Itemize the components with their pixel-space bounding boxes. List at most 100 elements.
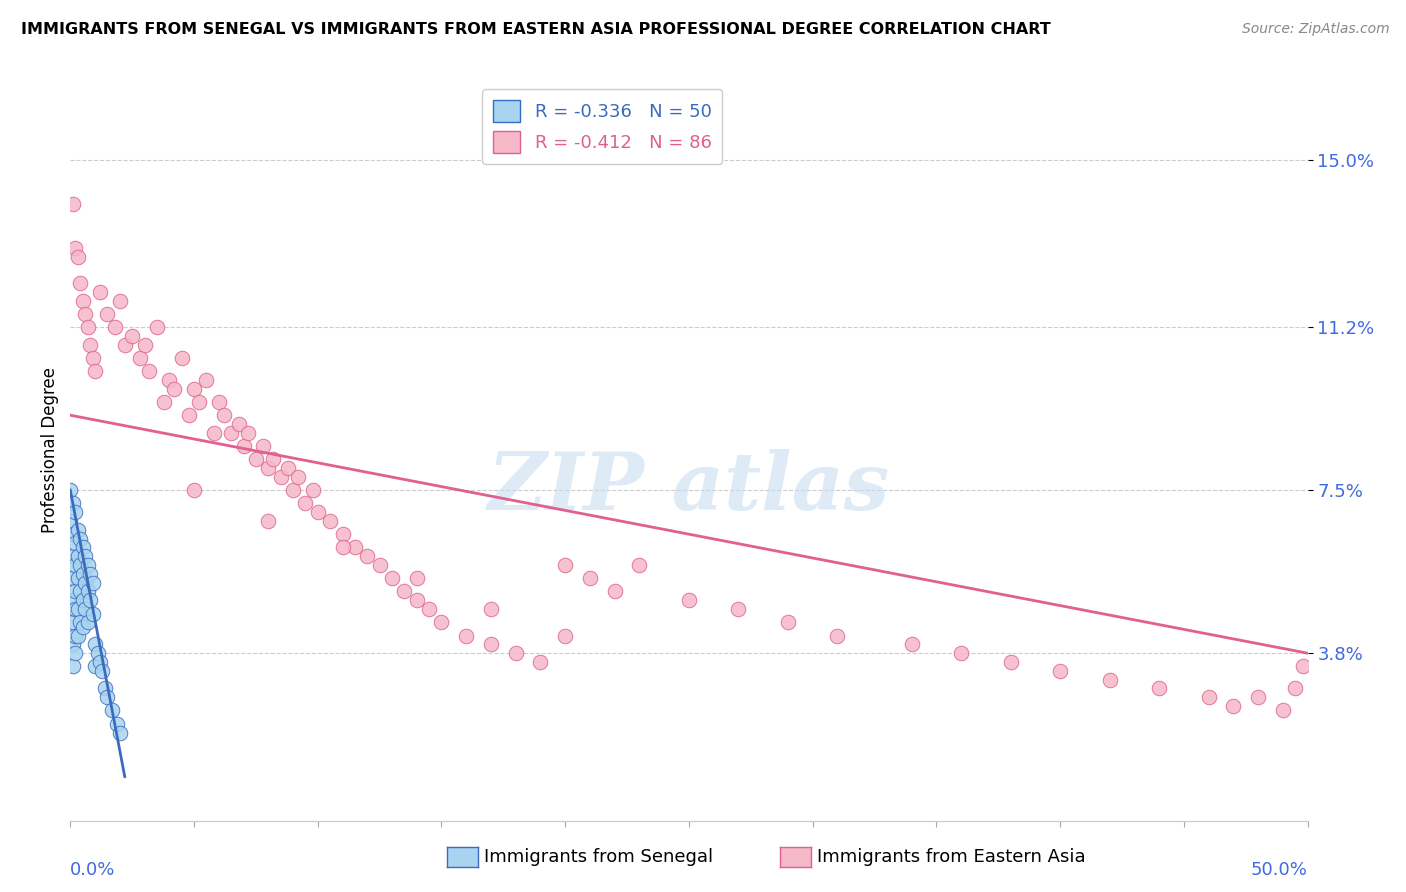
- Point: [65, 628, 87, 642]
- Point: [114, 337, 136, 351]
- Point: [62, 571, 84, 585]
- Point: [91, 664, 114, 678]
- Point: [219, 425, 242, 440]
- Point: [146, 320, 169, 334]
- Point: [79, 593, 101, 607]
- Point: [96, 307, 118, 321]
- Point: [1291, 659, 1313, 673]
- Point: [128, 351, 150, 365]
- Point: [195, 373, 218, 387]
- Point: [529, 655, 551, 669]
- Point: [827, 628, 849, 642]
- Point: [66, 549, 89, 564]
- Point: [183, 382, 205, 396]
- Point: [75, 549, 97, 564]
- Point: [332, 527, 354, 541]
- Point: [554, 628, 576, 642]
- Point: [69, 558, 91, 572]
- Point: [727, 602, 749, 616]
- Point: [1198, 690, 1220, 705]
- Point: [479, 602, 502, 616]
- Point: [65, 558, 87, 572]
- Point: [1049, 664, 1071, 678]
- Point: [287, 470, 309, 484]
- Point: [84, 637, 107, 651]
- Point: [84, 364, 107, 378]
- Point: [62, 637, 84, 651]
- Point: [75, 575, 97, 590]
- Point: [65, 602, 87, 616]
- Point: [72, 566, 94, 581]
- Point: [59, 514, 82, 528]
- Point: [368, 558, 391, 572]
- Point: [65, 646, 87, 660]
- Point: [89, 285, 111, 299]
- Point: [75, 307, 97, 321]
- Point: [79, 566, 101, 581]
- Text: IMMIGRANTS FROM SENEGAL VS IMMIGRANTS FROM EASTERN ASIA PROFESSIONAL DEGREE CORR: IMMIGRANTS FROM SENEGAL VS IMMIGRANTS FR…: [21, 22, 1050, 37]
- Point: [62, 615, 84, 630]
- Point: [62, 593, 84, 607]
- Point: [202, 425, 225, 440]
- Point: [188, 395, 211, 409]
- Point: [69, 615, 91, 630]
- Point: [678, 593, 700, 607]
- Point: [104, 320, 127, 334]
- Y-axis label: Professional Degree: Professional Degree: [41, 368, 59, 533]
- Point: [69, 584, 91, 599]
- Point: [75, 602, 97, 616]
- Point: [96, 690, 118, 705]
- Point: [66, 250, 89, 264]
- Point: [228, 417, 250, 431]
- Point: [76, 558, 98, 572]
- Text: ZIP atlas: ZIP atlas: [488, 449, 890, 526]
- Point: [163, 382, 186, 396]
- Point: [69, 276, 91, 290]
- Point: [138, 364, 160, 378]
- Point: [1000, 655, 1022, 669]
- Point: [84, 659, 107, 673]
- Point: [238, 425, 260, 440]
- Point: [394, 584, 416, 599]
- Point: [356, 549, 378, 564]
- Point: [69, 532, 91, 546]
- Point: [212, 408, 235, 422]
- Point: [105, 716, 128, 731]
- Point: [65, 536, 87, 550]
- Point: [479, 637, 502, 651]
- Point: [900, 637, 922, 651]
- Point: [62, 549, 84, 564]
- Point: [76, 615, 98, 630]
- Point: [62, 496, 84, 510]
- Point: [332, 541, 354, 555]
- Point: [79, 337, 101, 351]
- Point: [62, 527, 84, 541]
- Point: [59, 483, 82, 497]
- Point: [62, 196, 84, 211]
- Point: [405, 593, 427, 607]
- Point: [170, 351, 193, 365]
- Point: [134, 337, 156, 351]
- Legend: R = -0.336   N = 50, R = -0.412   N = 86: R = -0.336 N = 50, R = -0.412 N = 86: [482, 89, 723, 164]
- Point: [232, 439, 254, 453]
- Point: [82, 607, 104, 621]
- Point: [343, 541, 366, 555]
- Point: [262, 452, 284, 467]
- Point: [257, 514, 280, 528]
- Point: [76, 320, 98, 334]
- Point: [1098, 673, 1121, 687]
- Point: [418, 602, 440, 616]
- Point: [66, 602, 89, 616]
- Point: [307, 505, 329, 519]
- Point: [86, 646, 108, 660]
- Point: [94, 681, 117, 696]
- Point: [157, 373, 180, 387]
- Point: [554, 558, 576, 572]
- Point: [153, 395, 176, 409]
- Point: [62, 659, 84, 673]
- Point: [301, 483, 323, 497]
- Point: [603, 584, 626, 599]
- Point: [72, 620, 94, 634]
- Point: [101, 703, 124, 717]
- Point: [82, 351, 104, 365]
